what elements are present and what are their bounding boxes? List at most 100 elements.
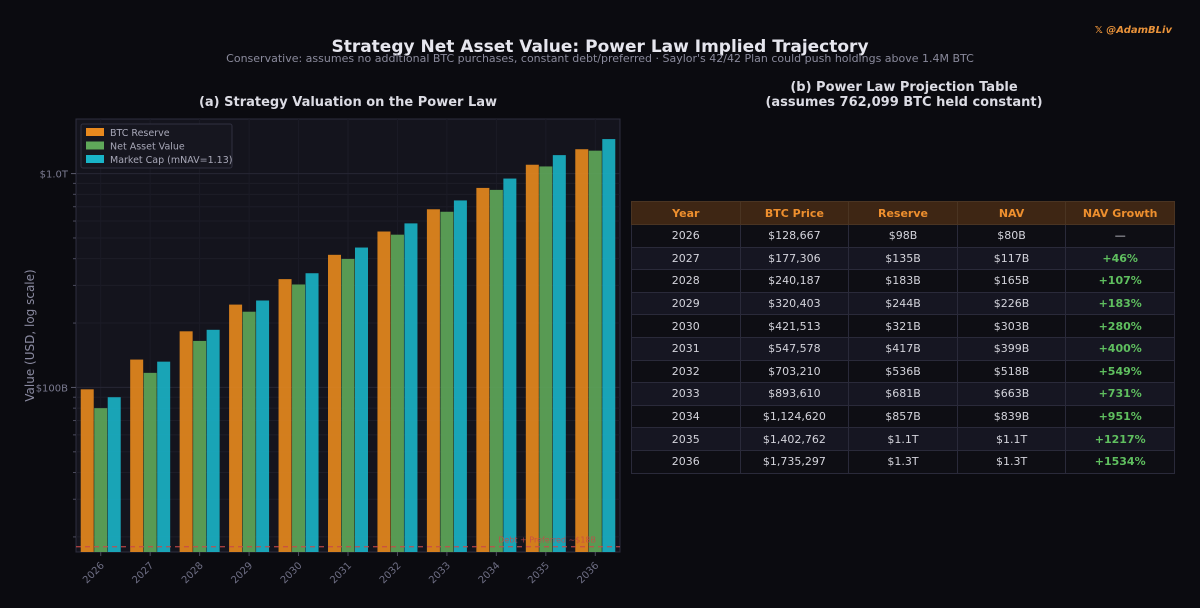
cell-year: 2032 bbox=[631, 359, 741, 384]
legend-swatch bbox=[86, 141, 104, 150]
header-nav-growth: NAV Growth bbox=[1065, 201, 1175, 225]
cell-btc-price: $1,735,297 bbox=[739, 449, 850, 474]
cell-nav-growth: +549% bbox=[1065, 359, 1175, 384]
cell-btc-price: $320,403 bbox=[739, 291, 850, 316]
x-tick-label: 2029 bbox=[229, 560, 255, 586]
legend-item: Net Asset Value bbox=[110, 142, 185, 153]
cell-nav: $303B bbox=[956, 314, 1067, 338]
projection-table: Year BTC Price Reserve NAV NAV Growth 20… bbox=[631, 201, 1175, 474]
bar-net-2030 bbox=[292, 284, 306, 552]
bar-net-2036 bbox=[588, 150, 602, 553]
cell-nav: $663B bbox=[956, 382, 1067, 406]
y-tick-label: $100B bbox=[36, 383, 68, 394]
author-credit: 𝕏 @AdamBLiv bbox=[1094, 25, 1172, 36]
cell-nav: $1.3T bbox=[956, 449, 1067, 474]
chart-title: (a) Strategy Valuation on the Power Law bbox=[198, 95, 498, 110]
cell-year: 2028 bbox=[631, 269, 741, 293]
table-row: 2030 $421,513 $321B $303B +280% bbox=[631, 314, 1175, 338]
x-tick-label: 2030 bbox=[279, 560, 305, 586]
cell-year: 2035 bbox=[631, 427, 741, 451]
table-row: 2035 $1,402,762 $1.1T $1.1T +1217% bbox=[631, 427, 1175, 451]
bar-net-2035 bbox=[539, 166, 553, 553]
cell-nav: $518B bbox=[956, 359, 1067, 384]
legend-box bbox=[80, 123, 233, 169]
bar-market-2030 bbox=[305, 273, 319, 552]
table-row: 2032 $703,210 $536B $518B +549% bbox=[631, 359, 1175, 384]
cell-nav-growth: +183% bbox=[1065, 291, 1175, 316]
bar-net-2033 bbox=[440, 211, 454, 552]
cell-nav: $117B bbox=[956, 246, 1067, 271]
cell-year: 2027 bbox=[631, 246, 741, 271]
x-tick-label: 2031 bbox=[328, 560, 354, 586]
bar-net-2029 bbox=[242, 311, 256, 552]
cell-btc-price: $547,578 bbox=[739, 336, 850, 361]
cell-year: 2033 bbox=[631, 382, 741, 406]
cell-nav-growth: +951% bbox=[1065, 404, 1175, 429]
x-tick-label: 2026 bbox=[81, 560, 107, 586]
legend-item: BTC Reserve bbox=[110, 128, 170, 139]
bar-btc-2026 bbox=[80, 389, 94, 552]
cell-year: 2029 bbox=[631, 291, 741, 316]
table-row: 2026 $128,667 $98B $80B — bbox=[631, 224, 1175, 248]
cell-year: 2036 bbox=[631, 449, 741, 474]
bar-market-2031 bbox=[355, 247, 368, 552]
cell-nav: $399B bbox=[956, 336, 1067, 361]
header-reserve: Reserve bbox=[848, 201, 958, 225]
bar-btc-2030 bbox=[278, 279, 292, 552]
cell-btc-price: $1,402,762 bbox=[739, 427, 850, 451]
bar-net-2026 bbox=[94, 408, 108, 552]
cell-nav-growth: +280% bbox=[1065, 314, 1175, 338]
bar-market-2035 bbox=[552, 155, 566, 552]
bar-btc-2035 bbox=[525, 164, 539, 552]
cell-nav-growth: +107% bbox=[1065, 269, 1175, 293]
bar-market-2028 bbox=[206, 329, 220, 552]
cell-reserve: $321B bbox=[848, 314, 958, 338]
cell-reserve: $1.3T bbox=[848, 449, 958, 474]
legend: BTC Reserve Net Asset Value Market Cap (mN… bbox=[80, 123, 233, 169]
bar-net-2031 bbox=[341, 258, 355, 552]
cell-year: 2031 bbox=[631, 336, 741, 361]
x-tick-label: 2027 bbox=[131, 560, 157, 586]
bar-market-2026 bbox=[107, 397, 121, 552]
debt-preferred-label: Debt + Preferred ~$18B bbox=[498, 536, 596, 545]
bar-btc-2028 bbox=[179, 331, 193, 552]
bar-market-2033 bbox=[453, 200, 467, 552]
cell-nav: $165B bbox=[956, 269, 1067, 293]
y-tick-label: $1.0T bbox=[40, 170, 69, 181]
table-title-line1: (b) Power Law Projection Table bbox=[790, 80, 1018, 95]
cell-reserve: $135B bbox=[848, 246, 958, 271]
table-header-row: Year BTC Price Reserve NAV NAV Growth bbox=[631, 201, 1175, 225]
cell-reserve: $98B bbox=[848, 224, 958, 248]
bar-btc-2033 bbox=[426, 209, 440, 552]
valuation-chart: $100B $1.0T Debt + Preferred ~$18B 2026 2027… bbox=[23, 118, 621, 586]
cell-year: 2030 bbox=[631, 314, 741, 338]
cell-reserve: $417B bbox=[848, 336, 958, 361]
bar-btc-2032 bbox=[377, 231, 391, 552]
bar-btc-2027 bbox=[130, 359, 144, 552]
cell-nav: $80B bbox=[956, 224, 1067, 248]
x-tick-label: 2032 bbox=[378, 560, 404, 586]
cell-btc-price: $1,124,620 bbox=[739, 404, 850, 429]
table-row: 2033 $893,610 $681B $663B +731% bbox=[631, 382, 1175, 406]
cell-nav-growth: — bbox=[1065, 224, 1175, 248]
cell-nav: $226B bbox=[956, 291, 1067, 316]
header-year: Year bbox=[631, 201, 741, 225]
table-title: (b) Power Law Projection Table (assumes … bbox=[632, 80, 1176, 110]
cell-btc-price: $177,306 bbox=[739, 246, 850, 271]
cell-reserve: $857B bbox=[848, 404, 958, 429]
header-btc-price: BTC Price bbox=[739, 201, 850, 225]
table-row: 2028 $240,187 $183B $165B +107% bbox=[631, 269, 1175, 293]
bar-btc-2036 bbox=[575, 149, 589, 552]
x-tick-label: 2033 bbox=[427, 560, 453, 586]
x-tick-label: 2028 bbox=[180, 560, 206, 586]
cell-reserve: $536B bbox=[848, 359, 958, 384]
page-subtitle: Conservative: assumes no additional BTC … bbox=[226, 52, 974, 65]
table-row: 2036 $1,735,297 $1.3T $1.3T +1534% bbox=[631, 449, 1175, 474]
cell-nav-growth: +1217% bbox=[1065, 427, 1175, 451]
bar-btc-2034 bbox=[476, 187, 490, 552]
table-row: 2027 $177,306 $135B $117B +46% bbox=[631, 246, 1175, 271]
cell-btc-price: $240,187 bbox=[739, 269, 850, 293]
y-axis-label: Value (USD, log scale) bbox=[23, 269, 37, 401]
bar-net-2032 bbox=[390, 234, 404, 552]
cell-btc-price: $703,210 bbox=[739, 359, 850, 384]
